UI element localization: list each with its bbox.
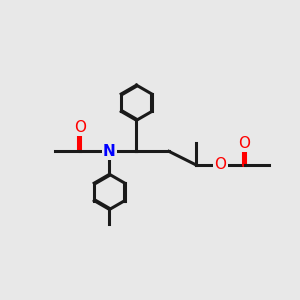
Text: O: O bbox=[74, 119, 86, 134]
Text: O: O bbox=[214, 158, 226, 172]
Text: N: N bbox=[103, 144, 116, 159]
Text: O: O bbox=[238, 136, 250, 151]
